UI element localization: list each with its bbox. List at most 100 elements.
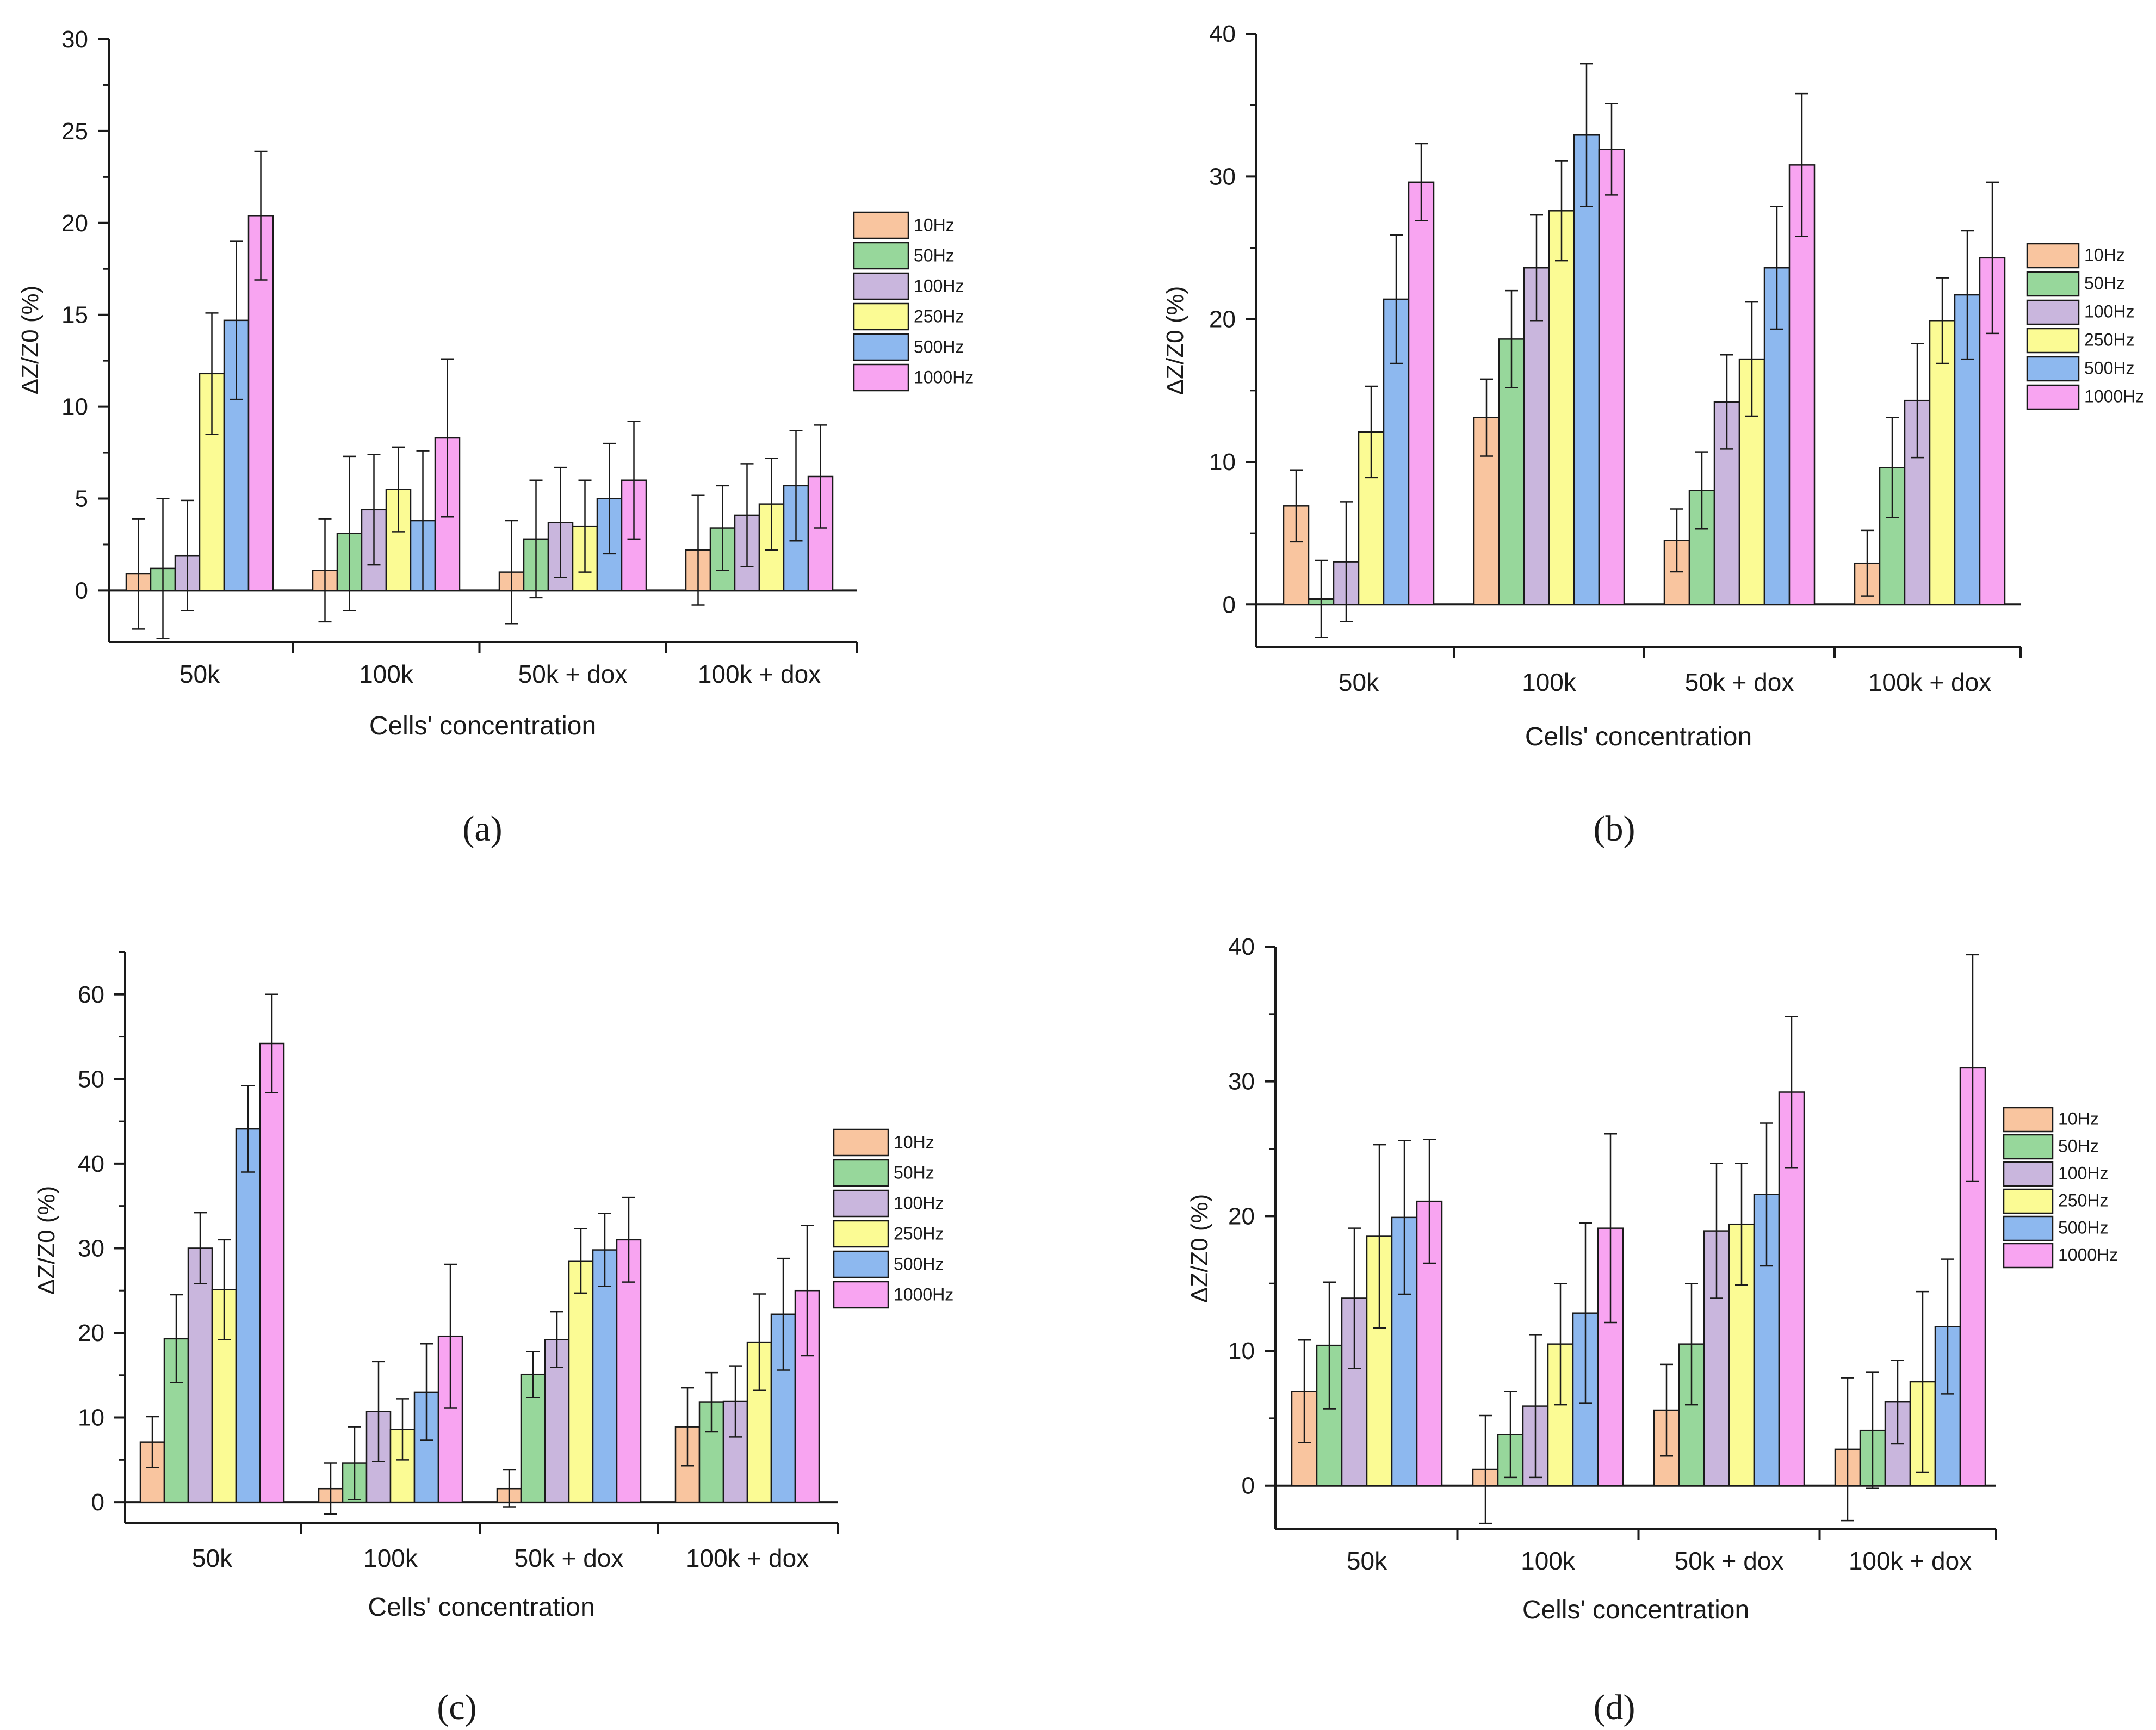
y-tick-label: 10 xyxy=(78,1405,104,1431)
legend-swatch-500Hz xyxy=(2026,356,2080,382)
panel-label: (c) xyxy=(437,1688,476,1727)
legend-swatch-500Hz xyxy=(2003,1215,2054,1241)
y-axis-title: ΔZ/Z0 (%) xyxy=(17,286,44,395)
legend-label: 10Hz xyxy=(894,1133,934,1152)
y-tick-label: 30 xyxy=(61,26,88,53)
legend-swatch-10Hz xyxy=(833,1128,889,1157)
y-tick-label: 30 xyxy=(78,1235,104,1262)
x-tick-label: 50k + dox xyxy=(1675,1547,1784,1575)
y-tick-label: 5 xyxy=(75,486,88,512)
legend-swatch-50Hz xyxy=(833,1159,889,1187)
x-tick-label: 50k xyxy=(179,660,220,688)
y-tick-label: 20 xyxy=(1228,1203,1255,1229)
y-tick-label: 20 xyxy=(78,1320,104,1346)
legend-label: 250Hz xyxy=(914,307,964,326)
x-tick-label: 100k + dox xyxy=(698,660,821,688)
legend-label: 50Hz xyxy=(2058,1136,2099,1156)
x-tick-label: 100k + dox xyxy=(1868,668,1991,696)
legend-swatch-250Hz xyxy=(853,302,909,331)
legend-label: 10Hz xyxy=(2084,245,2125,265)
bar-1000Hz-100k xyxy=(1598,149,1625,606)
legend-swatch-100Hz xyxy=(833,1189,889,1218)
legend: 10Hz 50Hz 100Hz 250Hz 500Hz 1000Hz xyxy=(2003,1107,2118,1269)
legend-label: 500Hz xyxy=(2058,1218,2109,1238)
chart-b: 0 10 20 30 40 50k 100k 50k + dox 100k + dox 10Hz 5… xyxy=(1162,21,2144,849)
legend-label: 250Hz xyxy=(2058,1191,2109,1210)
legend-label: 50Hz xyxy=(2084,274,2125,293)
legend: 10Hz 50Hz 100Hz 250Hz 500Hz 1000Hz xyxy=(2026,243,2144,410)
legend-label: 1000Hz xyxy=(2084,387,2144,406)
legend-swatch-1000Hz xyxy=(2026,384,2080,410)
legend-label: 1000Hz xyxy=(914,368,974,387)
panel-label: (b) xyxy=(1594,809,1635,849)
y-tick-label: 50 xyxy=(78,1066,104,1092)
y-tick-label: 15 xyxy=(61,302,88,329)
chart-a: 0 5 10 15 20 25 30 50k 100k 50k + dox 100k + dox 10… xyxy=(17,26,974,849)
y-tick-label: 0 xyxy=(1242,1473,1255,1499)
bar-500Hz-50k+dox xyxy=(592,1249,618,1503)
y-tick-label: 10 xyxy=(61,394,88,421)
legend: 10Hz 50Hz 100Hz 250Hz 500Hz 1000Hz xyxy=(853,211,974,392)
y-axis-title: ΔZ/Z0 (%) xyxy=(1162,286,1188,396)
x-tick-label: 50k xyxy=(1347,1547,1387,1575)
legend-label: 50Hz xyxy=(914,246,955,265)
bar-1000Hz-50k+dox xyxy=(616,1239,642,1503)
bar-500Hz-100k xyxy=(1573,134,1600,606)
bar-250Hz-50k+dox xyxy=(568,1260,594,1503)
x-tick-label: 50k xyxy=(1339,668,1379,696)
panel-label: (d) xyxy=(1594,1688,1635,1727)
x-tick-label: 100k xyxy=(1521,1547,1576,1575)
legend-swatch-250Hz xyxy=(833,1220,889,1248)
legend-label: 10Hz xyxy=(2058,1109,2099,1129)
x-axis-title: Cells' concentration xyxy=(1525,722,1752,751)
legend-swatch-50Hz xyxy=(2026,271,2080,297)
legend-swatch-50Hz xyxy=(2003,1134,2054,1160)
y-tick-label: 0 xyxy=(91,1489,104,1516)
legend-swatch-10Hz xyxy=(2026,243,2080,269)
legend-label: 500Hz xyxy=(2084,359,2135,378)
legend-swatch-100Hz xyxy=(2026,299,2080,325)
x-tick-label: 100k xyxy=(359,660,414,688)
x-axis-title: Cells' concentration xyxy=(369,712,596,740)
y-axis-title: ΔZ/Z0 (%) xyxy=(33,1186,60,1295)
y-tick-label: 40 xyxy=(1209,21,1236,47)
legend-label: 100Hz xyxy=(894,1194,944,1213)
bar-1000Hz-50k xyxy=(1408,181,1435,606)
legend-swatch-1000Hz xyxy=(833,1281,889,1309)
legend-label: 50Hz xyxy=(894,1163,934,1183)
y-tick-label: 10 xyxy=(1228,1338,1255,1364)
chart-c: 0 10 20 30 40 50 60 50k 100k 50k + dox 100k + dox 1… xyxy=(33,951,953,1727)
y-tick-label: 60 xyxy=(78,981,104,1008)
x-tick-label: 50k xyxy=(192,1544,233,1572)
bar-1000Hz-50k+dox xyxy=(1788,164,1816,606)
x-tick-label: 50k + dox xyxy=(1685,668,1794,696)
y-tick-label: 40 xyxy=(1228,934,1255,960)
legend-label: 100Hz xyxy=(914,276,964,296)
bar-500Hz-50k xyxy=(235,1128,261,1503)
y-tick-label: 40 xyxy=(78,1151,104,1177)
bar-250Hz-100k xyxy=(1548,210,1575,606)
x-tick-label: 100k + dox xyxy=(686,1544,809,1572)
x-tick-label: 100k + dox xyxy=(1849,1547,1972,1575)
legend-label: 250Hz xyxy=(2084,330,2135,350)
bar-100Hz-100k xyxy=(1523,267,1550,606)
legend-label: 500Hz xyxy=(914,337,964,357)
legend-swatch-1000Hz xyxy=(2003,1243,2054,1269)
legend-label: 100Hz xyxy=(2058,1164,2109,1183)
legend-swatch-500Hz xyxy=(853,333,909,361)
legend-swatch-100Hz xyxy=(853,272,909,300)
x-tick-label: 50k + dox xyxy=(515,1544,624,1572)
legend-label: 500Hz xyxy=(894,1255,944,1274)
y-tick-label: 20 xyxy=(61,210,88,237)
x-axis-title: Cells' concentration xyxy=(1522,1596,1749,1624)
legend-label: 250Hz xyxy=(894,1224,944,1244)
panel-label: (a) xyxy=(462,809,502,849)
y-tick-label: 10 xyxy=(1209,449,1236,475)
y-tick-label: 20 xyxy=(1209,306,1236,333)
bar-100Hz-50k xyxy=(187,1247,213,1503)
legend-swatch-250Hz xyxy=(2003,1188,2054,1214)
legend-swatch-50Hz xyxy=(853,242,909,270)
legend-label: 1000Hz xyxy=(894,1285,953,1305)
y-tick-label: 0 xyxy=(1223,591,1236,618)
